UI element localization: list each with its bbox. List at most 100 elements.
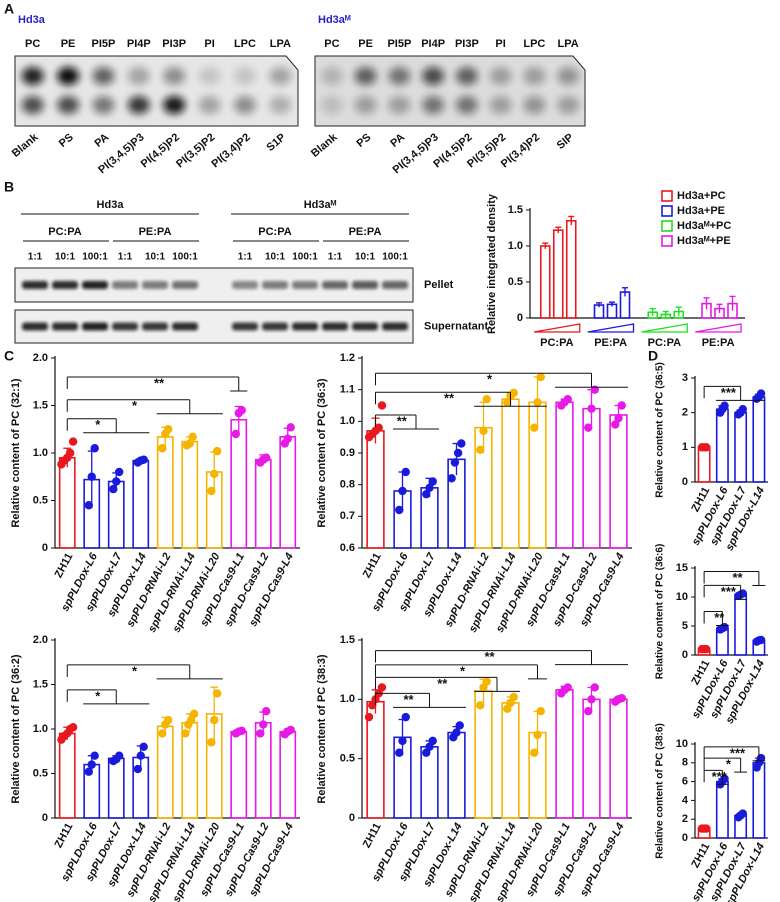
data-point — [286, 423, 295, 432]
blot-band — [172, 322, 198, 331]
y-axis-label: Relative content of PC (38:3) — [316, 654, 328, 803]
sig-label: * — [95, 417, 101, 432]
blot-band — [142, 322, 168, 331]
data-point — [536, 372, 545, 382]
blot-spot — [163, 67, 186, 85]
lane-label: PI3P — [162, 38, 186, 50]
blot-band — [52, 322, 78, 331]
data-point — [87, 472, 96, 481]
y-axis-label: Relative content of PC (36:2) — [10, 654, 22, 803]
data-point — [738, 405, 748, 414]
y-axis-label: Relative content of PC (38:6) — [655, 723, 666, 859]
lane-label: LPA — [270, 38, 291, 50]
data-point — [188, 432, 197, 442]
data-point — [479, 426, 488, 436]
blot-membrane — [314, 55, 586, 127]
data-point — [617, 693, 626, 703]
data-point — [447, 474, 456, 483]
y-tick-label: 4 — [682, 794, 689, 806]
legend-swatch — [661, 235, 673, 247]
data-point — [112, 477, 121, 486]
lane-label: PI4P — [127, 38, 151, 50]
data-point — [68, 437, 78, 446]
bar — [132, 459, 150, 549]
bar — [555, 401, 574, 549]
bar — [279, 730, 297, 819]
data-point — [207, 738, 216, 747]
data-point — [450, 458, 460, 467]
lane-label: PS — [57, 131, 76, 150]
bar — [58, 732, 76, 819]
y-tick-label: 0 — [682, 832, 688, 844]
blot-spot — [557, 67, 580, 85]
ratio-label: 1:1 — [238, 252, 253, 263]
ratio-label: 100:1 — [82, 252, 108, 263]
bar — [254, 458, 272, 549]
data-point — [377, 683, 387, 692]
data-point — [509, 388, 518, 398]
data-point — [702, 824, 711, 833]
data-point — [584, 423, 593, 432]
sig-label: * — [460, 663, 466, 678]
blot-band — [232, 281, 258, 289]
blot-strip — [14, 309, 414, 344]
data-point — [395, 748, 404, 757]
bar — [609, 414, 628, 549]
y-tick-label: 10 — [676, 738, 688, 750]
data-point — [453, 448, 463, 458]
y-tick-label: 15 — [676, 562, 688, 574]
data-point — [185, 439, 194, 448]
ratio-label: 1:1 — [28, 252, 43, 263]
blot-spot — [489, 67, 512, 85]
y-tick-label: 2 — [682, 813, 688, 825]
data-point — [65, 448, 75, 458]
y-tick-label: 1.5 — [508, 204, 523, 216]
blot-spot — [21, 67, 44, 85]
data-point — [210, 469, 219, 479]
y-tick-label: 1.5 — [33, 399, 48, 411]
blot-spot — [57, 96, 80, 114]
sig-label: ** — [444, 391, 455, 406]
y-tick-label: 8 — [682, 757, 688, 769]
blot-band — [262, 322, 288, 331]
lipid-label: PE:PA — [349, 226, 382, 238]
lane-label: PS — [354, 131, 373, 150]
data-point — [84, 501, 94, 510]
y-tick-label: 0 — [682, 649, 688, 661]
bar — [156, 436, 174, 549]
blot-band — [112, 281, 138, 289]
sig-label: * — [132, 663, 138, 678]
lane-label: PE — [358, 38, 373, 50]
data-point — [261, 453, 271, 462]
blot-spot — [455, 96, 478, 114]
ratio-ramp — [641, 323, 688, 333]
sig-label: ** — [437, 676, 448, 691]
data-point — [364, 712, 374, 722]
lane-label: PC — [324, 38, 339, 50]
y-tick-label: 0.9 — [340, 447, 355, 459]
bar — [156, 725, 174, 819]
data-point — [286, 725, 295, 735]
data-point — [617, 401, 626, 410]
y-axis-label: Relative content of PC (32:1) — [10, 378, 22, 527]
data-point — [738, 809, 748, 818]
protein-label: Hd3aᴹ — [304, 199, 337, 211]
y-tick-label: 2.0 — [33, 634, 48, 646]
bar — [734, 593, 748, 656]
lipid-label: PC:PA — [258, 226, 291, 238]
legend-swatch — [661, 190, 673, 202]
bar — [420, 745, 439, 819]
ratio-label: 100:1 — [292, 252, 318, 263]
data-point — [563, 683, 572, 692]
row-label: Supernatant — [424, 320, 489, 332]
data-point — [452, 728, 461, 737]
lane-label: PI(4,5)P2 — [139, 131, 182, 170]
data-point — [425, 483, 434, 493]
data-point — [114, 467, 124, 477]
sig-label: * — [726, 757, 732, 772]
data-point — [259, 720, 268, 729]
data-point — [133, 764, 143, 774]
data-point — [207, 486, 216, 496]
data-point — [756, 389, 766, 398]
bar — [539, 245, 551, 319]
